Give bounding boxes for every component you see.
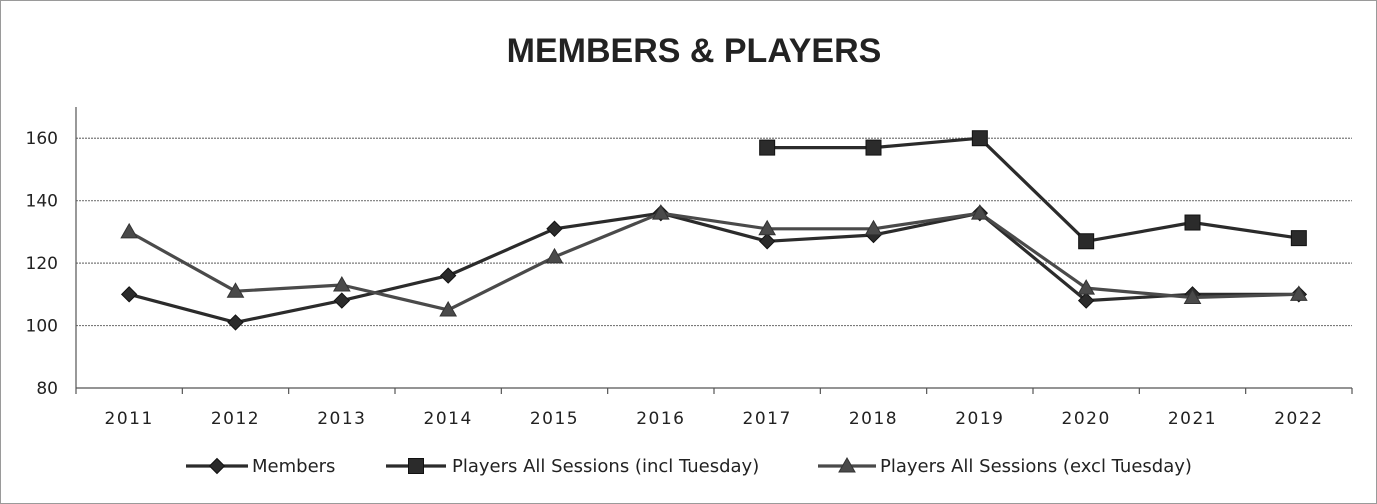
y-tick-label: 100 [26,317,58,337]
legend-label: Players All Sessions (excl Tuesday) [880,456,1192,477]
legend-marker [408,458,424,474]
y-tick-label: 140 [26,192,58,212]
axes [75,107,1353,394]
data-point [1183,288,1202,304]
series-2 [759,130,1307,250]
data-point [120,286,138,303]
data-point [1290,230,1307,247]
legend-item-3: Players All Sessions (excl Tuesday) [818,456,1192,477]
series-1 [120,204,1308,331]
data-point [758,233,776,250]
x-tick-label: 2022 [1274,409,1323,429]
x-tick-label: 2014 [424,409,473,429]
data-point [545,247,564,264]
chart-title: MEMBERS & PLAYERS [507,32,882,70]
legend-label: Members [252,456,335,477]
x-tick-label: 2012 [211,409,260,429]
x-tick-label: 2011 [105,409,154,429]
data-point [759,139,776,156]
data-point [1077,279,1096,295]
series-line [128,211,1299,324]
data-point [865,139,882,156]
x-tick-label: 2016 [636,409,685,429]
legend-label: Players All Sessions (incl Tuesday) [452,456,759,477]
x-tick-labels: 2011 2012 2013 2014 2015 2016 2017 2018 2019 2020… [105,409,1323,429]
y-tick-label: 80 [36,379,58,399]
x-tick-label: 2018 [849,409,898,429]
data-point [227,314,244,331]
x-tick-label: 2017 [743,409,792,429]
data-point [971,130,988,147]
x-tick-label: 2019 [955,409,1004,429]
y-tick-label: 160 [26,129,58,149]
data-point [439,300,458,317]
legend-marker [838,456,856,473]
data-point [864,219,883,236]
data-point [1077,292,1095,309]
x-tick-label: 2013 [317,409,366,429]
data-point [970,204,989,220]
gridlines [76,137,1352,327]
series-line [128,211,1299,312]
series-line [767,136,1300,243]
legend: Members Players All Sessions (incl Tuesda… [186,456,1192,477]
data-point [1078,233,1095,250]
legend-marker [208,457,226,475]
data-point [120,222,139,239]
legend-item-2: Players All Sessions (incl Tuesday) [386,456,759,477]
y-tick-labels: 80 100 120 140 160 [26,129,58,399]
data-point [758,219,777,236]
data-point [439,267,457,284]
legend-item-1: Members [186,456,335,477]
x-tick-label: 2015 [530,409,579,429]
data-point [332,275,351,292]
series-group [120,130,1308,331]
x-tick-label: 2020 [1062,409,1111,429]
x-tick-label: 2021 [1168,409,1217,429]
data-point [546,220,563,237]
data-point [333,292,351,309]
data-point [651,204,670,220]
series-3 [120,204,1308,317]
data-point [226,282,245,298]
y-tick-label: 120 [26,254,58,274]
data-point [1289,285,1308,301]
data-point [1184,214,1201,231]
